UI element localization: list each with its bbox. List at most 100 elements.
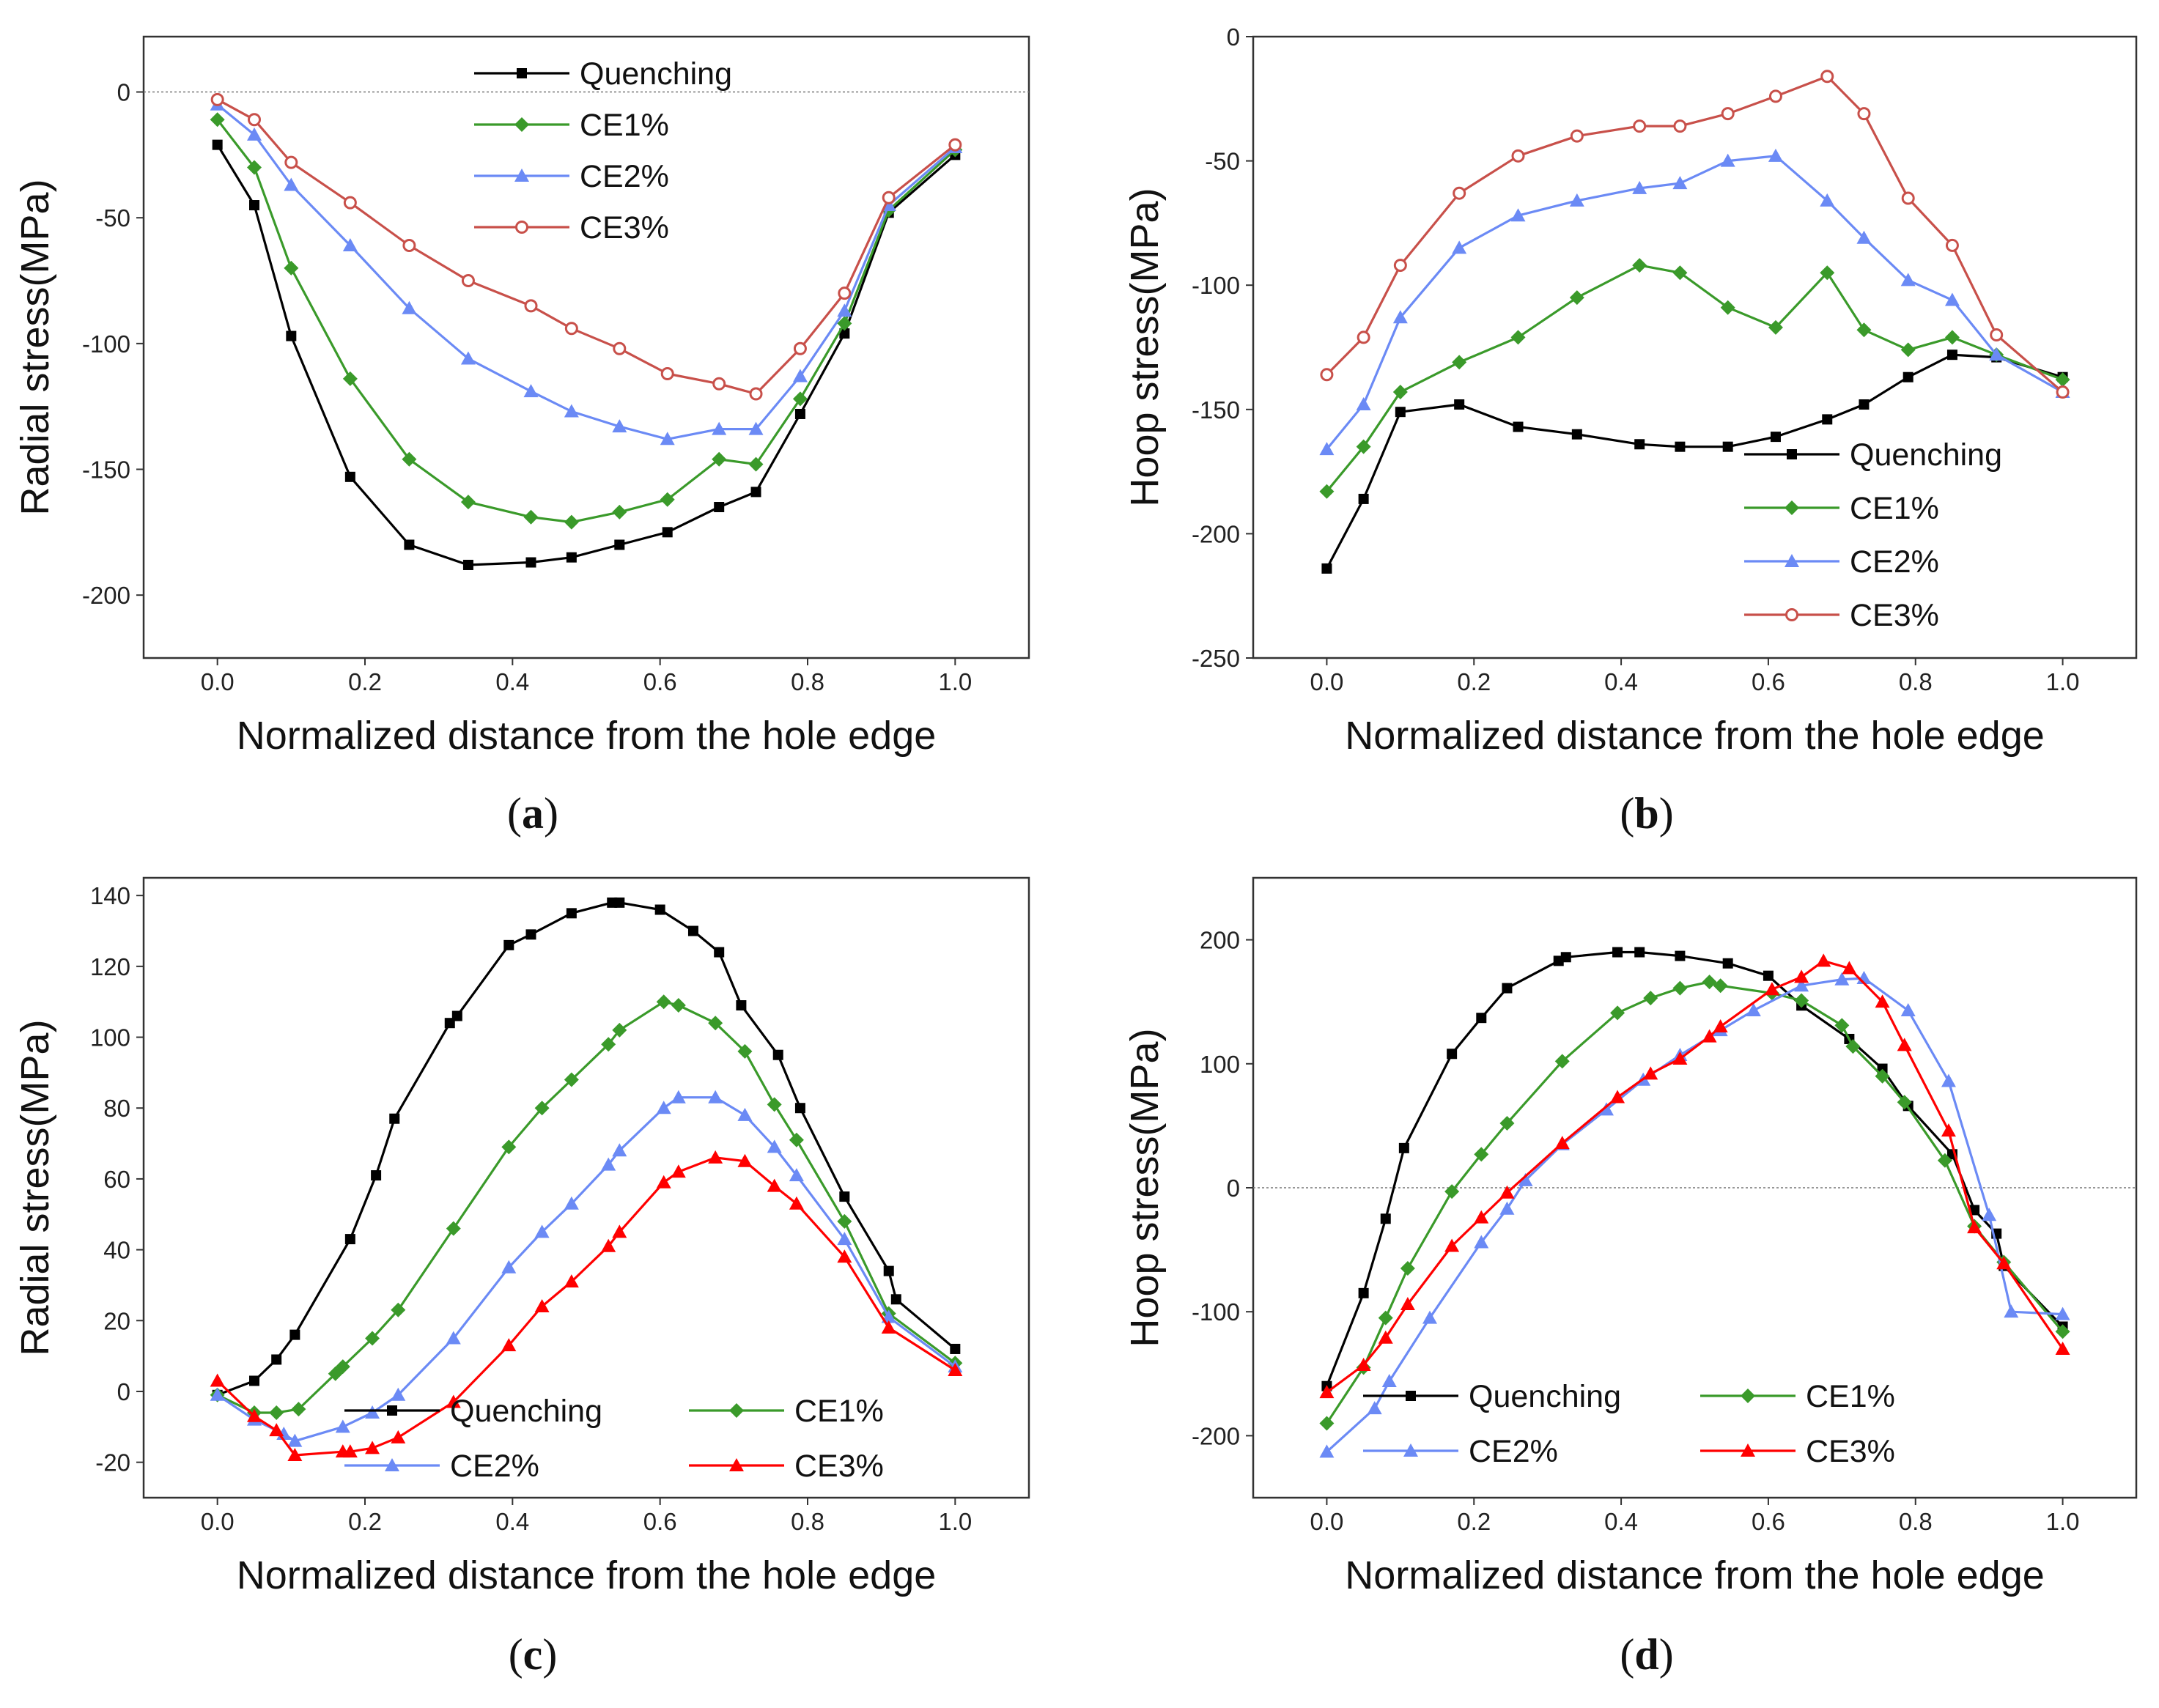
legend-label: CE1% (794, 1394, 884, 1429)
x-axis-label: Normalized distance from the hole edge (1345, 1553, 2045, 1597)
data-point-ce2 (748, 421, 764, 435)
data-point-ce1 (1672, 265, 1688, 281)
data-point-quenching (1902, 371, 1913, 382)
data-point-ce3 (269, 1423, 284, 1437)
data-point-quenching (1634, 439, 1645, 450)
data-point-ce1 (402, 451, 417, 467)
data-point-ce2 (1982, 1208, 1997, 1221)
data-point-quenching (1560, 952, 1571, 963)
data-point-ce3 (564, 1274, 579, 1288)
y-tick-label: -50 (1205, 148, 1240, 175)
data-point-quenching (772, 1049, 783, 1060)
data-point-ce1 (1643, 991, 1658, 1006)
legend-label: CE3% (1806, 1434, 1895, 1469)
data-point-quenching (714, 947, 725, 958)
data-point-ce2 (1900, 273, 1916, 286)
data-point-ce2 (460, 351, 476, 365)
data-point-ce2 (564, 404, 579, 418)
legend-marker (517, 68, 527, 78)
series-quenching (212, 897, 961, 1400)
data-point-ce1 (712, 451, 727, 467)
data-point-ce1 (660, 492, 675, 507)
data-point-ce2 (1381, 1373, 1397, 1387)
legend-marker (1787, 449, 1797, 459)
data-point-ce1 (564, 514, 579, 530)
legend-marker (1406, 1391, 1416, 1401)
x-tick-label: 0.0 (1310, 1508, 1343, 1535)
data-point-quenching (1722, 958, 1733, 969)
data-point-ce2 (287, 1433, 303, 1447)
data-point-ce3 (1673, 119, 1687, 133)
data-point-ce3 (612, 1224, 627, 1238)
data-point-quenching (950, 1343, 961, 1354)
data-point-ce3 (1319, 1385, 1335, 1399)
data-point-quenching (286, 330, 297, 341)
x-axis-label: Normalized distance from the hole edge (237, 1553, 937, 1597)
data-point-ce1 (656, 994, 671, 1010)
data-point-ce2 (837, 303, 852, 317)
data-point-ce2 (1569, 193, 1584, 207)
data-point-ce2 (656, 1101, 671, 1114)
data-point-ce3 (1511, 149, 1525, 163)
data-point-ce2 (2055, 1306, 2070, 1320)
data-point-ce1 (1510, 330, 1526, 345)
data-point-ce2 (837, 1232, 852, 1246)
data-point-ce1 (365, 1331, 380, 1346)
x-tick-label: 0.4 (495, 1508, 529, 1535)
legend-marker (387, 1405, 397, 1416)
data-point-quenching (714, 502, 725, 513)
data-point-quenching (794, 408, 805, 419)
data-point-ce1 (1569, 290, 1584, 306)
data-point-ce2 (1720, 153, 1735, 167)
y-tick-label: -50 (95, 204, 130, 232)
legend-marker (514, 117, 529, 132)
data-point-ce3 (524, 299, 538, 313)
series-ce2 (210, 1090, 963, 1447)
legend-label: Quenching (1469, 1379, 1621, 1414)
y-tick-label: 20 (103, 1307, 130, 1334)
data-point-ce2 (1319, 1444, 1335, 1458)
data-point-ce3 (1570, 129, 1584, 143)
legend-label: CE2% (1469, 1434, 1558, 1469)
series-quenching (212, 139, 961, 570)
legend-label: CE2% (450, 1449, 539, 1484)
y-tick-label: 0 (1227, 1175, 1240, 1202)
data-point-ce1 (446, 1221, 461, 1236)
data-point-ce1 (671, 998, 686, 1013)
data-point-ce3 (248, 113, 261, 127)
data-point-ce3 (1320, 368, 1334, 382)
x-tick-label: 0.0 (201, 1508, 235, 1535)
x-tick-label: 0.6 (643, 668, 677, 695)
data-point-ce3 (656, 1175, 671, 1188)
series-ce3 (210, 1150, 963, 1461)
legend-item-ce3: CE3% (689, 1449, 884, 1484)
data-point-quenching (1946, 350, 1957, 361)
data-point-ce3 (948, 1362, 963, 1376)
x-tick-label: 0.0 (201, 668, 235, 695)
x-tick-label: 0.8 (791, 1508, 824, 1535)
data-point-ce3 (671, 1164, 686, 1178)
data-point-ce1 (1444, 1184, 1460, 1199)
data-point-ce3 (461, 274, 475, 288)
data-point-ce1 (612, 1022, 627, 1038)
data-point-ce3 (1357, 330, 1370, 344)
data-point-ce3 (402, 238, 416, 252)
data-point-ce2 (1768, 148, 1783, 162)
data-point-ce3 (2056, 385, 2070, 399)
data-point-quenching (1969, 1205, 1980, 1216)
data-point-ce1 (523, 509, 539, 525)
data-point-ce1 (748, 456, 764, 472)
y-tick-label: 60 (103, 1166, 130, 1193)
data-point-ce2 (523, 384, 539, 398)
data-point-quenching (1454, 399, 1465, 410)
x-tick-label: 0.8 (1899, 668, 1933, 695)
data-point-ce3 (712, 377, 726, 391)
legend-label: CE2% (580, 159, 669, 194)
data-point-ce1 (284, 260, 299, 276)
data-point-quenching (1358, 1287, 1369, 1298)
data-point-quenching (525, 929, 536, 940)
data-point-ce3 (1610, 1090, 1625, 1103)
data-point-ce1 (1900, 342, 1916, 358)
data-point-ce3 (1768, 89, 1782, 103)
data-point-ce1 (564, 1072, 579, 1087)
